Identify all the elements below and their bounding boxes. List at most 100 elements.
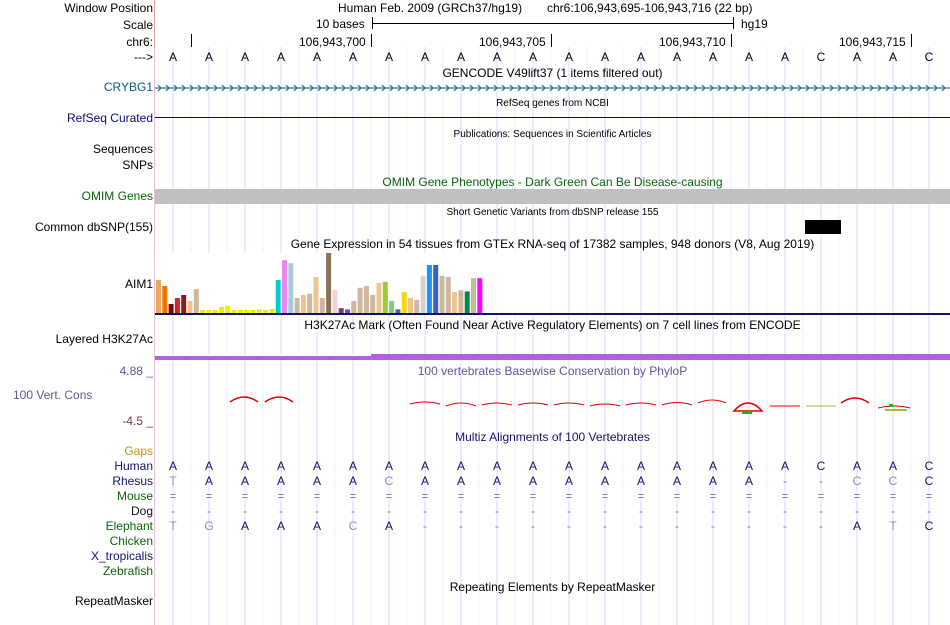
species-label[interactable]: Rhesus <box>112 474 153 488</box>
base-letter: A <box>168 50 177 64</box>
strand-chevron <box>893 84 898 92</box>
strand-arrow-label[interactable]: ---> <box>134 50 153 64</box>
gtex-tissue-bar <box>414 299 420 313</box>
phylop-conservation-plot[interactable] <box>155 390 950 420</box>
species-label[interactable]: Chicken <box>109 534 153 548</box>
h3k27ac-track-label[interactable]: Layered H3K27Ac <box>55 332 153 346</box>
alignment-base: = <box>745 489 753 503</box>
multiz-track-title[interactable]: Multiz Alignments of 100 Vertebrates <box>455 430 650 444</box>
alignment-base: = <box>241 489 249 503</box>
alignment-base: T <box>169 519 177 533</box>
strand-chevron <box>373 84 378 92</box>
publications-label-snps[interactable]: SNPs <box>122 158 153 172</box>
strand-chevron <box>653 84 658 92</box>
omim-feature[interactable] <box>155 189 950 204</box>
gtex-tissue-bar <box>181 295 187 313</box>
strand-chevron <box>869 84 874 92</box>
strand-chevron <box>925 84 930 92</box>
alignment-base: - <box>783 474 787 488</box>
dbsnp-track-label[interactable]: Common dbSNP(155) <box>34 220 153 234</box>
alignment-base: A <box>492 459 501 473</box>
alignment-base: - <box>783 519 787 533</box>
strand-chevron <box>173 84 178 92</box>
alignment-base: - <box>567 504 571 518</box>
alignment-base: A <box>276 459 285 473</box>
strand-chevron <box>189 84 194 92</box>
strand-chevron <box>821 84 826 92</box>
gtex-tissue-bar <box>282 260 287 313</box>
alignment-base: - <box>351 504 355 518</box>
alignment-base: A <box>492 474 501 488</box>
alignment-base: A <box>600 459 609 473</box>
alignment-base: = <box>817 489 825 503</box>
repeatmasker-track-title[interactable]: Repeating Elements by RepeatMasker <box>449 580 656 594</box>
alignment-base: A <box>744 474 753 488</box>
refseq-track-label[interactable]: RefSeq Curated <box>66 111 153 125</box>
gtex-tissue-bar <box>458 290 464 313</box>
alignment-base: - <box>243 504 247 518</box>
refseq-gene-feature[interactable] <box>155 117 950 118</box>
alignment-base: - <box>747 519 751 533</box>
publications-track-title[interactable]: Publications: Sequences in Scientific Ar… <box>453 129 652 140</box>
gtex-tissue-bar <box>256 309 262 313</box>
omim-track-label[interactable]: OMIM Genes <box>81 189 153 203</box>
base-letter: C <box>816 50 826 64</box>
species-label[interactable]: Gaps <box>124 444 153 458</box>
gtex-tissue-bar <box>319 298 325 313</box>
phylop-min-label: -4.5 _ <box>122 414 153 428</box>
alignment-base: - <box>459 504 463 518</box>
alignment-base: = <box>889 489 897 503</box>
gencode-gene-feature[interactable] <box>155 82 950 94</box>
scale-bar-right <box>733 17 734 29</box>
alignment-base: C <box>816 459 826 473</box>
dbsnp-track-title[interactable]: Short Genetic Variants from dbSNP releas… <box>446 207 659 218</box>
gtex-gene-label[interactable]: AIM1 <box>124 277 153 291</box>
alignment-base: - <box>531 504 535 518</box>
alignment-base: C <box>852 474 862 488</box>
publications-label-sequences[interactable]: Sequences <box>92 142 153 156</box>
h3k27ac-signal[interactable] <box>155 354 950 360</box>
strand-chevron <box>741 84 746 92</box>
species-label[interactable]: Elephant <box>105 519 153 533</box>
omim-track-title[interactable]: OMIM Gene Phenotypes - Dark Green Can Be… <box>382 175 723 189</box>
strand-chevron <box>397 84 402 92</box>
alignment-base: C <box>924 459 934 473</box>
strand-chevron <box>325 84 330 92</box>
phylop-track-label[interactable]: 100 Vert. Cons <box>13 388 93 402</box>
repeatmasker-track-label[interactable]: RepeatMasker <box>74 594 153 608</box>
strand-chevron <box>621 84 626 92</box>
strand-chevron <box>301 84 306 92</box>
strand-chevron <box>581 84 586 92</box>
species-label[interactable]: Mouse <box>116 489 153 503</box>
base-letter: A <box>888 50 897 64</box>
strand-chevron <box>381 84 386 92</box>
strand-chevron <box>309 84 314 92</box>
gtex-tissue-bar <box>351 301 357 313</box>
species-label[interactable]: Zebrafish <box>102 564 153 578</box>
gtex-tissue-bar <box>395 309 401 313</box>
gtex-bar-chart[interactable] <box>155 252 535 313</box>
dbsnp-variant[interactable] <box>805 220 841 234</box>
alignment-base: A <box>312 519 321 533</box>
gtex-tissue-bar <box>156 280 161 313</box>
strand-chevron <box>861 84 866 92</box>
species-label[interactable]: Human <box>114 459 153 473</box>
strand-chevron <box>669 84 674 92</box>
alignment-base: A <box>564 474 573 488</box>
refseq-track-title[interactable]: RefSeq genes from NCBI <box>496 98 609 109</box>
scale-bar <box>372 23 733 24</box>
species-label[interactable]: X_tropicalis <box>90 549 153 563</box>
gtex-tissue-bar <box>426 265 432 313</box>
base-letter: A <box>384 50 393 64</box>
strand-chevron <box>317 84 322 92</box>
species-label[interactable]: Dog <box>130 504 153 518</box>
phylop-track-title[interactable]: 100 vertebrates Basewise Conservation by… <box>417 364 688 378</box>
alignment-base: A <box>744 459 753 473</box>
strand-chevron <box>933 84 938 92</box>
h3k27ac-track-title[interactable]: H3K27Ac Mark (Often Found Near Active Re… <box>304 318 801 332</box>
gencode-gene-label[interactable]: CRYBG1 <box>103 80 153 94</box>
strand-chevron <box>517 84 522 92</box>
alignment-base: - <box>675 504 679 518</box>
gencode-track-title[interactable]: GENCODE V49lift37 (1 items filtered out) <box>442 66 663 80</box>
gtex-track-title[interactable]: Gene Expression in 54 tissues from GTEx … <box>290 237 815 251</box>
